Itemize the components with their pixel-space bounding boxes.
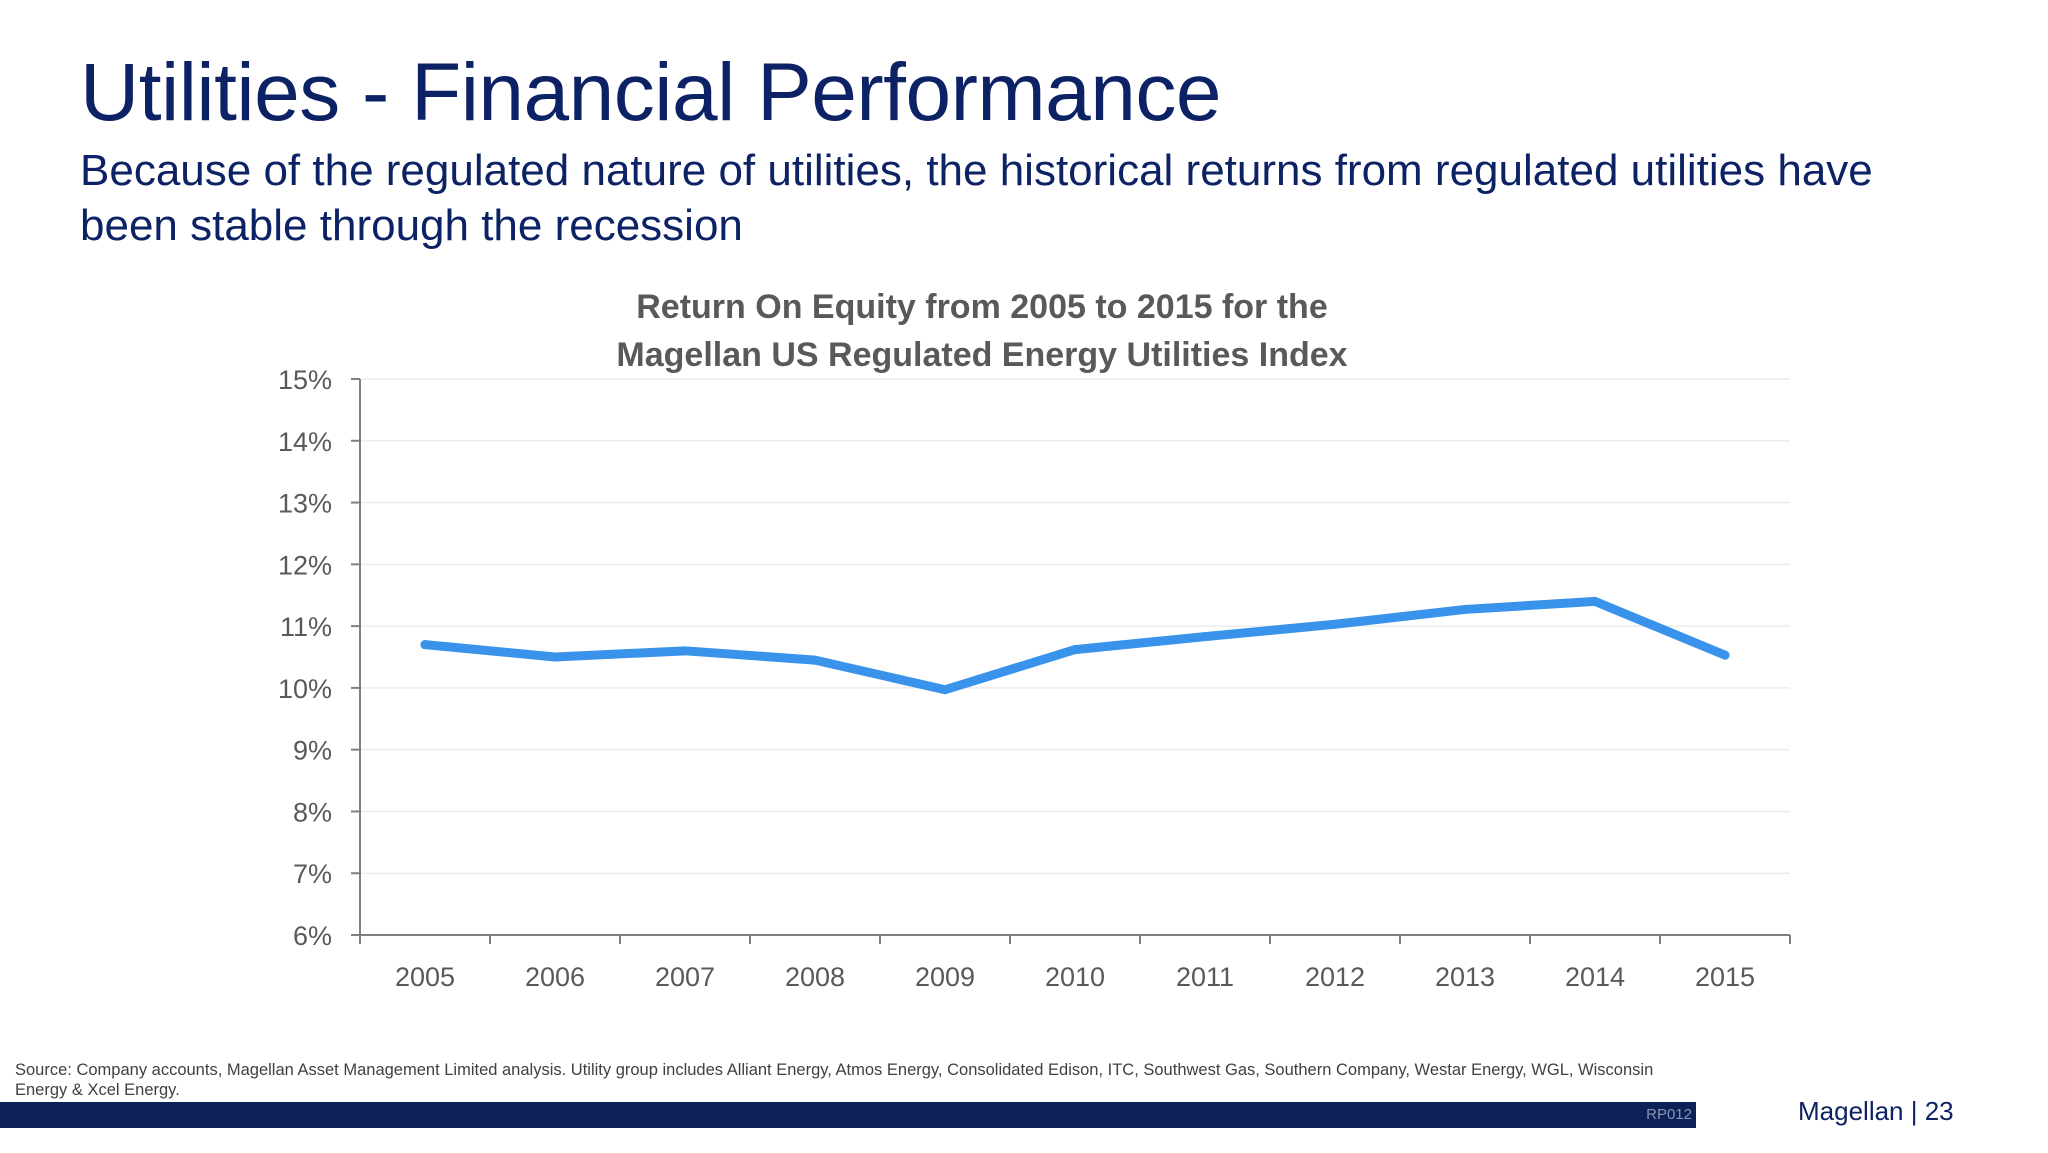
footer-bar: RP012 — [0, 1102, 1696, 1128]
y-tick-label: 13% — [278, 489, 332, 519]
data-point — [1460, 604, 1470, 614]
footer-code: RP012 — [1646, 1106, 1692, 1123]
x-tick-label: 2007 — [655, 962, 715, 992]
data-point — [940, 685, 950, 695]
x-tick-label: 2012 — [1305, 962, 1365, 992]
x-tick-label: 2006 — [525, 962, 585, 992]
y-tick-label: 7% — [293, 859, 332, 889]
slide-subtitle: Because of the regulated nature of utili… — [80, 146, 1873, 250]
data-point — [550, 652, 560, 662]
x-tick-label: 2010 — [1045, 962, 1105, 992]
slide-title: Utilities - Financial Performance — [80, 47, 1222, 138]
data-point — [1590, 596, 1600, 606]
chart-title-line: Magellan US Regulated Energy Utilities I… — [616, 336, 1347, 374]
y-tick-label: 12% — [278, 550, 332, 580]
source-footnote: Source: Company accounts, Magellan Asset… — [15, 1061, 1654, 1099]
y-tick-label: 15% — [278, 365, 332, 395]
x-tick-label: 2008 — [785, 962, 845, 992]
y-tick-label: 14% — [278, 427, 332, 457]
data-point — [1200, 632, 1210, 642]
x-tick-label: 2014 — [1565, 962, 1625, 992]
y-tick-label: 10% — [278, 674, 332, 704]
data-point — [1330, 619, 1340, 629]
y-tick-label: 8% — [293, 797, 332, 827]
y-tick-label: 11% — [280, 612, 332, 642]
data-point — [420, 640, 430, 650]
x-tick-label: 2009 — [915, 962, 975, 992]
data-point — [810, 655, 820, 665]
y-tick-label: 6% — [293, 921, 332, 951]
page-label: Magellan | 23 — [1798, 1096, 1954, 1126]
data-point — [1070, 645, 1080, 655]
x-tick-label: 2011 — [1176, 962, 1234, 992]
y-tick-label: 9% — [293, 736, 332, 766]
data-point — [680, 646, 690, 656]
x-tick-label: 2013 — [1435, 962, 1495, 992]
x-tick-label: 2005 — [395, 962, 455, 992]
x-tick-label: 2015 — [1695, 962, 1755, 992]
chart-title-line: Return On Equity from 2005 to 2015 for t… — [636, 288, 1327, 326]
data-point — [1720, 650, 1730, 660]
